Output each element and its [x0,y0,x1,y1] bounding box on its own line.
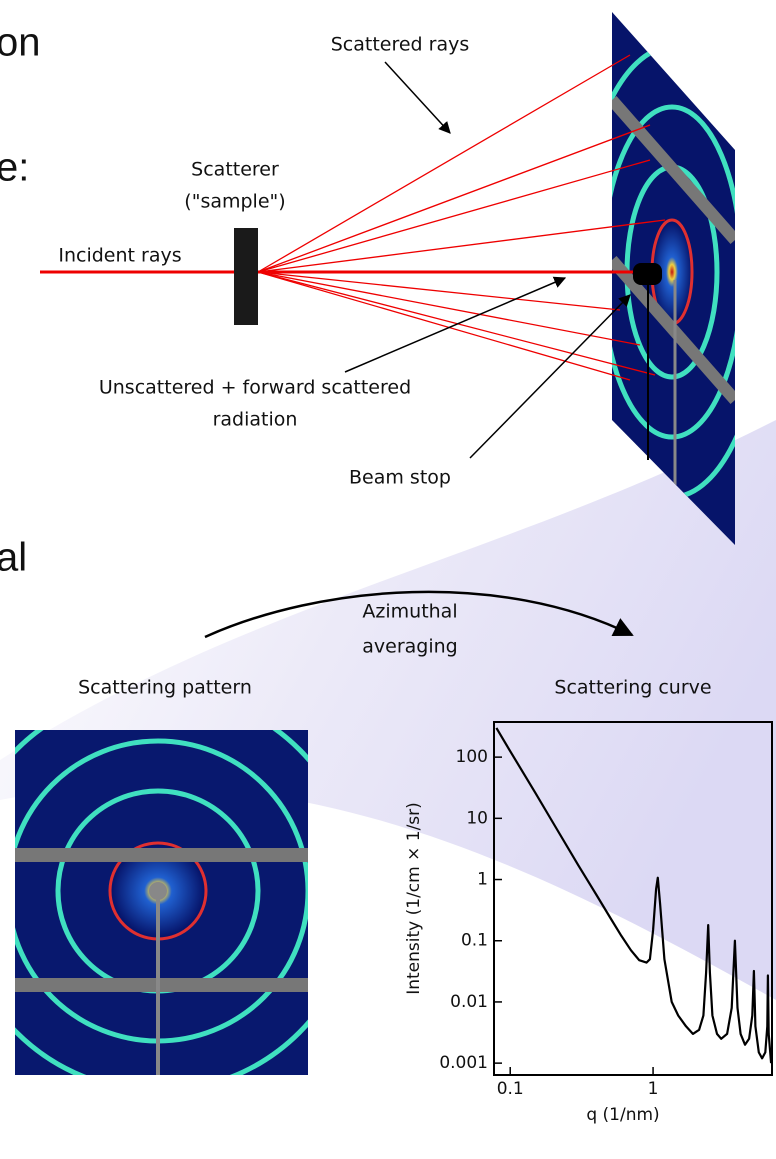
sample [234,228,258,325]
label: radiation [213,409,298,431]
rays [258,55,665,380]
figure: on e: al Scattered rays Scatterer ("samp… [0,0,776,1159]
page: {"labels":{"cropped_1":"on","cropped_2":… [0,0,776,1159]
x-tick-label: 1 [648,1079,659,1099]
y-tick-label: 10 [466,808,488,828]
label: Scattering pattern [78,677,252,699]
y-axis-title: Intensity (1/cm × 1/sr) [404,802,424,995]
x-axis-title: q (1/nm) [586,1105,659,1125]
label: Beam stop [349,467,451,489]
label: Scatterer [191,159,279,181]
label: ("sample") [184,191,285,213]
label: Scattered rays [331,34,470,56]
y-tick-label: 0.1 [461,931,488,951]
x-tick-label: 0.1 [497,1079,524,1099]
cropped-text: e: [0,146,29,190]
beam-stop [633,263,662,285]
y-tick-label: 100 [456,747,488,767]
label: Azimuthal [362,601,457,623]
y-tick-label: 0.001 [439,1053,488,1073]
label: averaging [362,636,457,658]
cropped-text: on [0,21,41,65]
y-tick-label: 1 [477,870,488,890]
label: Scattering curve [554,677,711,699]
scattering-pattern [0,691,358,1091]
label: Unscattered + forward scattered [99,377,411,399]
cropped-text: al [0,536,27,580]
label: Incident rays [58,245,181,267]
y-tick-label: 0.01 [450,992,488,1012]
